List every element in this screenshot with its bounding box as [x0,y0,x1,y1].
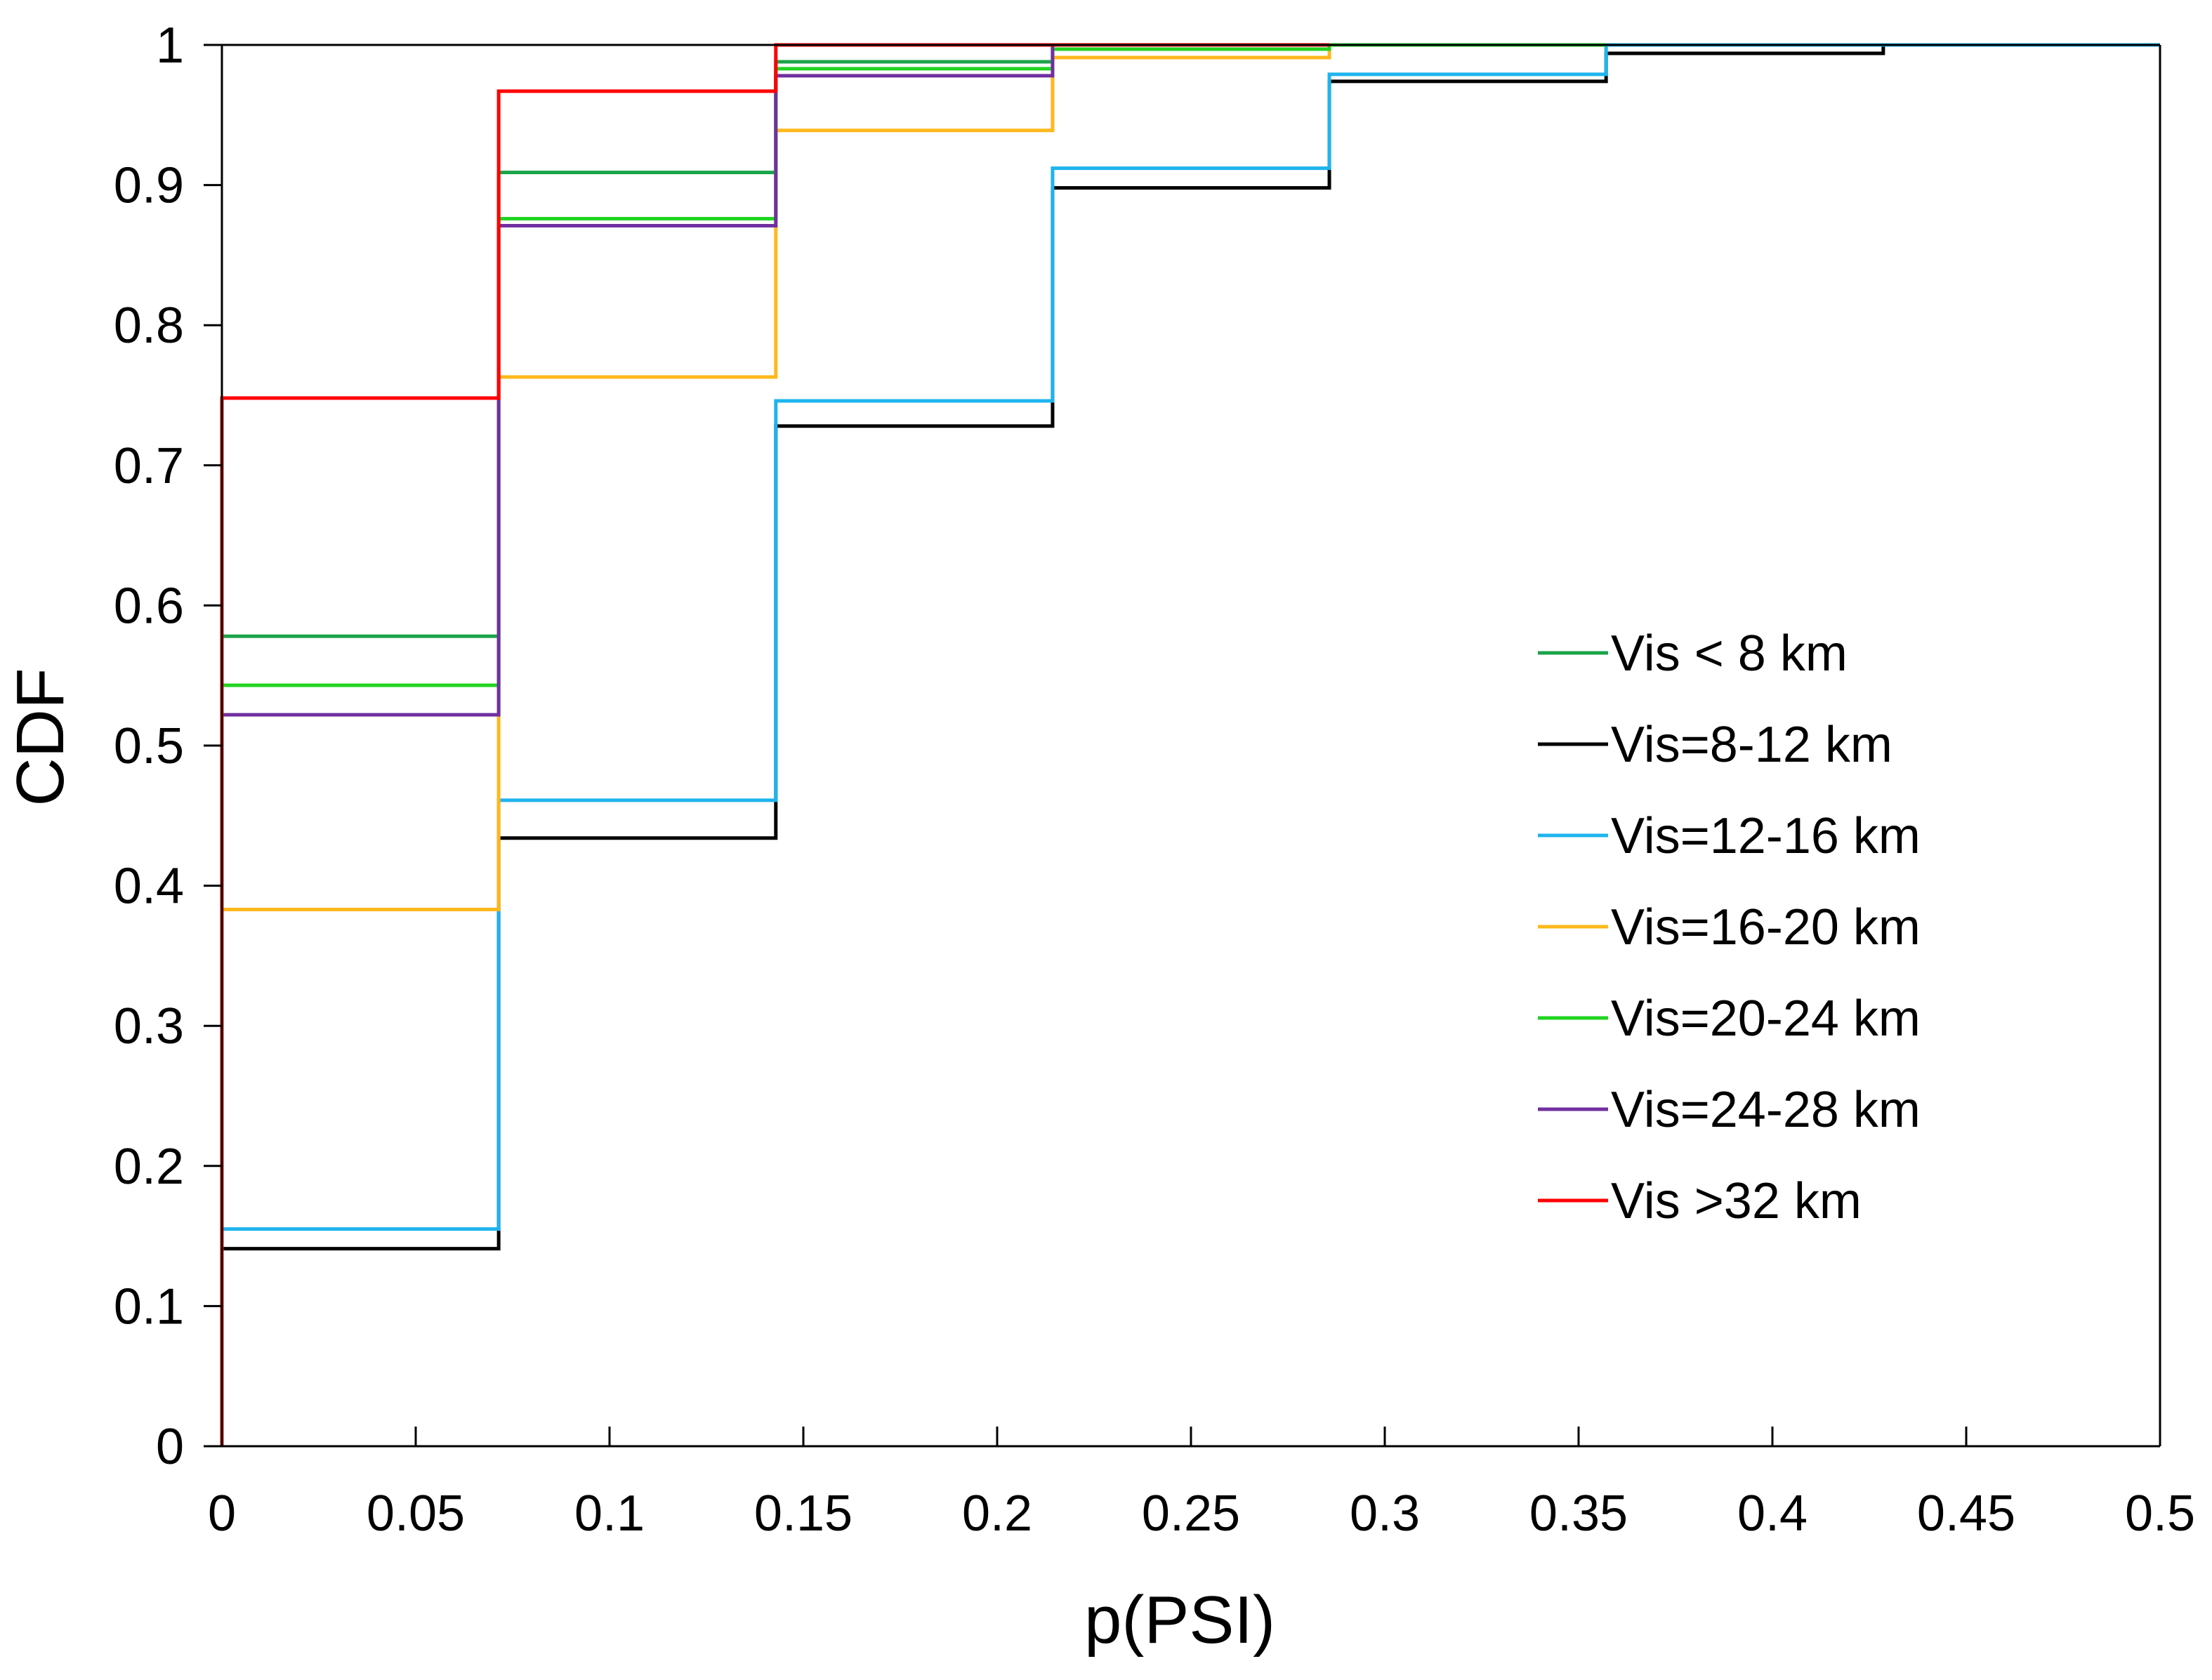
x-tick-label: 0.35 [1529,1486,1628,1542]
y-tick-label: 0.3 [114,998,184,1054]
y-tick-label: 0 [156,1419,184,1475]
x-tick-label: 0.45 [1917,1486,2015,1542]
x-tick-label: 0.4 [1737,1486,1808,1542]
y-tick-label: 0.7 [114,438,184,494]
x-tick-label: 0.3 [1350,1486,1420,1542]
legend-label: Vis=24-28 km [1611,1082,1921,1138]
y-tick-label: 0.8 [114,298,184,354]
legend-label: Vis < 8 km [1611,626,1848,682]
y-tick-label: 0.6 [114,578,184,634]
y-tick-label: 1 [156,18,184,74]
series-line-vis-12-16-km [220,43,2160,1446]
axes-layer [220,44,2161,1448]
x-tick-label: 0.2 [962,1486,1032,1542]
x-axis-title: p(PSI) [1084,1582,1275,1658]
x-tick-label: 0.05 [367,1486,465,1542]
x-tick-label: 0.5 [2125,1486,2195,1542]
y-axis-title: CDF [3,668,78,806]
ticks-layer: 0 0.05 0.1 0.15 0.2 0.25 0.3 0.35 0.4 0.45 0.5 0 0.1… [114,18,2195,1542]
legend: Vis < 8 km Vis=8-12 km Vis=12-16 km Vis=16-… [1538,626,1921,1229]
legend-label: Vis=8-12 km [1611,717,1892,773]
legend-label: Vis >32 km [1611,1173,1862,1229]
x-tick-label: 0.15 [754,1486,852,1542]
y-tick-label: 0.1 [114,1278,184,1335]
series-line-vis-24-28-km [220,43,1330,1446]
legend-label: Vis=12-16 km [1611,808,1921,864]
y-tick-label: 0.4 [114,859,184,915]
y-tick-label: 0.9 [114,158,184,214]
y-tick-label: 0.5 [114,718,184,774]
x-tick-label: 0.1 [574,1486,645,1542]
x-tick-label: 0.25 [1142,1486,1240,1542]
y-tick-label: 0.2 [114,1139,184,1195]
legend-label: Vis=20-24 km [1611,991,1921,1047]
x-tick-label: 0 [208,1486,236,1542]
legend-label: Vis=16-20 km [1611,899,1921,955]
